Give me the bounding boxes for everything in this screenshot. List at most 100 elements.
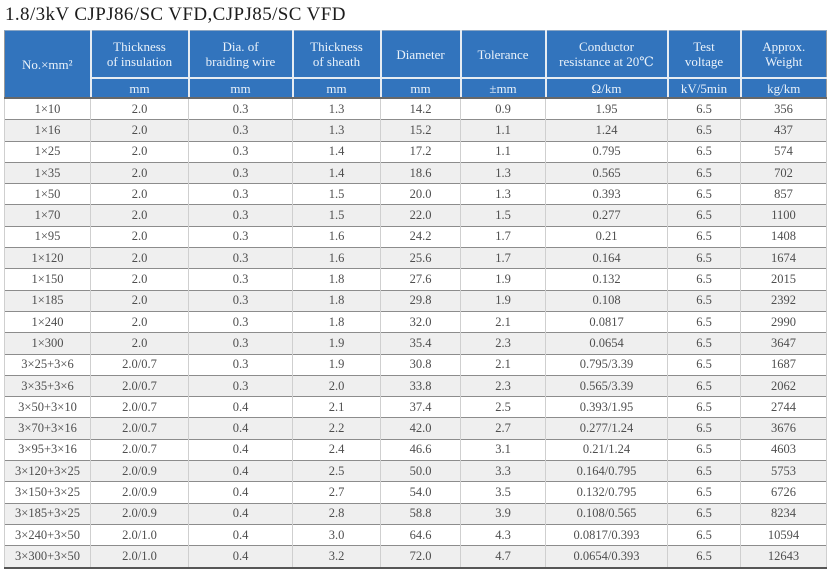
table-cell: 356: [740, 97, 827, 120]
table-row: 3×150+3×25 2.0/0.9 0.4 2.7 54.0 3.5 0.132/0.79…: [4, 481, 827, 504]
table-cell: 2.0: [90, 289, 189, 312]
table-cell: 3×185+3×25: [4, 502, 91, 525]
col-header-braiding-wire-dia: Dia. of braiding wire: [188, 30, 294, 79]
table-cell: 0.3: [188, 374, 293, 397]
table-cell: 0.277: [545, 204, 668, 227]
table-cell: 0.4: [188, 417, 293, 440]
table-cell: 58.8: [380, 502, 461, 525]
table-row: 1×120 2.0 0.3 1.6 25.6 1.7 0.164 6.5 1674: [4, 247, 827, 269]
table-cell: 1.5: [460, 204, 546, 227]
table-cell: 0.3: [188, 310, 293, 333]
table-cell: 35.4: [380, 332, 461, 355]
table-cell: 1.9: [460, 289, 546, 312]
table-cell: 32.0: [380, 310, 461, 333]
table-cell: 1.9: [292, 353, 381, 376]
table-cell: 3×120+3×25: [4, 460, 91, 482]
table-cell: 6.5: [667, 523, 741, 546]
table-cell: 1×70: [4, 204, 91, 227]
table-cell: 0.4: [188, 523, 293, 546]
table-cell: 1×240: [4, 310, 91, 333]
table-cell: 18.6: [380, 161, 461, 184]
table-cell: 6.5: [667, 140, 741, 163]
table-cell: 3×25+3×6: [4, 353, 91, 376]
table-cell: 0.4: [188, 396, 293, 418]
table-cell: 2.0/0.7: [90, 417, 189, 440]
table-row: 1×50 2.0 0.3 1.5 20.0 1.3 0.393 6.5 857: [4, 183, 827, 205]
table-cell: 0.0817: [545, 310, 668, 333]
table-cell: 1.6: [292, 225, 381, 248]
table-cell: 3647: [740, 332, 827, 355]
table-cell: 3×150+3×25: [4, 481, 91, 504]
table-cell: 6.5: [667, 438, 741, 461]
table-cell: 2.7: [292, 481, 381, 504]
table-cell: 1408: [740, 225, 827, 248]
table-cell: 0.3: [188, 247, 293, 269]
table-cell: 1×50: [4, 183, 91, 205]
table-cell: 2.0/0.7: [90, 396, 189, 418]
table-cell: 2.0: [90, 247, 189, 269]
table-cell: 1.8: [292, 268, 381, 291]
table-cell: 6.5: [667, 247, 741, 269]
table-cell: 0.277/1.24: [545, 417, 668, 440]
table-cell: 2.0: [90, 183, 189, 205]
table-cell: 27.6: [380, 268, 461, 291]
table-cell: 10594: [740, 523, 827, 546]
col-header-size: No.×mm²: [4, 30, 92, 99]
unit-insulation-thickness: mm: [90, 78, 190, 99]
table-cell: 2.0/0.7: [90, 374, 189, 397]
table-cell: 0.3: [188, 161, 293, 184]
table-cell: 12643: [740, 545, 827, 569]
table-cell: 0.132: [545, 268, 668, 291]
table-cell: 1×185: [4, 289, 91, 312]
table-cell: 4603: [740, 438, 827, 461]
table-cell: 2.0: [90, 332, 189, 355]
table-cell: 6.5: [667, 374, 741, 397]
table-cell: 2.0: [90, 310, 189, 333]
table-cell: 2.0: [90, 161, 189, 184]
table-cell: 1.7: [460, 247, 546, 269]
table-cell: 2.0: [292, 374, 381, 397]
table-cell: 0.0654: [545, 332, 668, 355]
table-cell: 1×16: [4, 119, 91, 142]
table-cell: 20.0: [380, 183, 461, 205]
col-header-approx-weight: Approx. Weight: [740, 30, 827, 79]
table-cell: 1.8: [292, 310, 381, 333]
table-cell: 0.21/1.24: [545, 438, 668, 461]
table-cell: 30.8: [380, 353, 461, 376]
table-cell: 4.3: [460, 523, 546, 546]
table-cell: 1674: [740, 247, 827, 269]
table-cell: 0.132/0.795: [545, 481, 668, 504]
table-cell: 3×95+3×16: [4, 438, 91, 461]
table-row: 1×16 2.0 0.3 1.3 15.2 1.1 1.24 6.5 437: [4, 119, 827, 142]
table-cell: 14.2: [380, 97, 461, 120]
table-cell: 1.1: [460, 140, 546, 163]
table-cell: 2.0/0.7: [90, 438, 189, 461]
table-cell: 2.8: [292, 502, 381, 525]
table-cell: 702: [740, 161, 827, 184]
table-cell: 37.4: [380, 396, 461, 418]
table-cell: 1687: [740, 353, 827, 376]
table-cell: 6.5: [667, 268, 741, 291]
col-header-sheath-thickness: Thickness of sheath: [292, 30, 382, 79]
table-row: 1×35 2.0 0.3 1.4 18.6 1.3 0.565 6.5 702: [4, 161, 827, 184]
table-cell: 1.3: [292, 97, 381, 120]
table-cell: 1.95: [545, 97, 668, 120]
table-row: 1×150 2.0 0.3 1.8 27.6 1.9 0.132 6.5 2015: [4, 268, 827, 291]
table-row: 1×25 2.0 0.3 1.4 17.2 1.1 0.795 6.5 574: [4, 140, 827, 163]
table-cell: 25.6: [380, 247, 461, 269]
table-cell: 6.5: [667, 225, 741, 248]
table-cell: 0.393/1.95: [545, 396, 668, 418]
table-cell: 1×120: [4, 247, 91, 269]
table-cell: 2.0/1.0: [90, 545, 189, 569]
table-cell: 2.5: [292, 460, 381, 482]
spec-table-body: 1×10 2.0 0.3 1.3 14.2 0.9 1.95 6.5 356 1×16 2.0 0.3…: [4, 97, 827, 569]
table-cell: 2.7: [460, 417, 546, 440]
table-cell: 2.3: [460, 374, 546, 397]
table-cell: 3.1: [460, 438, 546, 461]
table-cell: 6.5: [667, 161, 741, 184]
table-cell: 33.8: [380, 374, 461, 397]
unit-conductor-resistance: Ω/km: [545, 78, 669, 99]
table-cell: 1×300: [4, 332, 91, 355]
table-cell: 6.5: [667, 481, 741, 504]
table-cell: 5753: [740, 460, 827, 482]
